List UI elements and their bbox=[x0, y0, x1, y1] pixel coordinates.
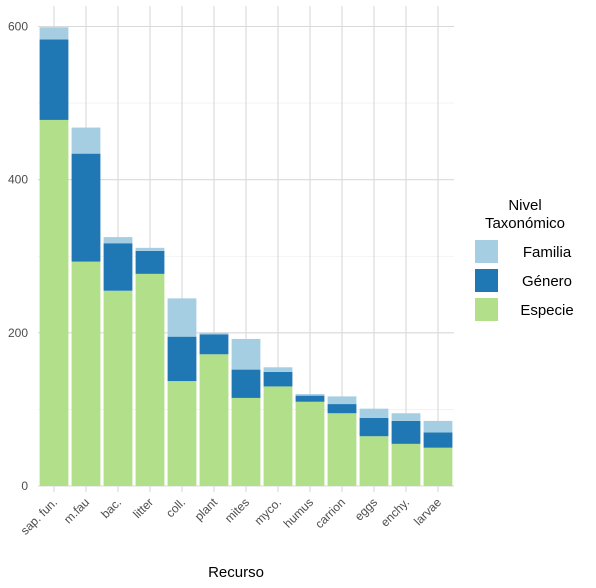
legend-key-familia bbox=[475, 240, 498, 263]
x-tick-label: eggs bbox=[352, 495, 380, 523]
y-tick-label: 600 bbox=[8, 20, 28, 34]
legend-key-especie bbox=[475, 298, 498, 321]
bar-segment-familia-12 bbox=[423, 420, 453, 433]
bar-segment-gnero-1 bbox=[71, 153, 101, 262]
bar-segment-gnero-7 bbox=[263, 371, 293, 387]
bar-segment-especie-11 bbox=[391, 443, 421, 486]
x-tick-label: enchy. bbox=[378, 495, 412, 529]
bar-segment-familia-11 bbox=[391, 413, 421, 421]
x-tick-label: litter bbox=[130, 495, 156, 521]
bar-segment-familia-4 bbox=[167, 298, 197, 337]
bar-segment-gnero-2 bbox=[103, 243, 133, 291]
legend-label: Especie bbox=[520, 302, 573, 319]
bar-segment-especie-6 bbox=[231, 397, 261, 486]
bar-segment-familia-0 bbox=[39, 27, 69, 40]
bar-segment-especie-3 bbox=[135, 273, 165, 486]
bar-segment-gnero-8 bbox=[295, 395, 325, 402]
x-tick-label: bac. bbox=[98, 495, 124, 521]
bars bbox=[39, 27, 453, 487]
bar-segment-familia-5 bbox=[199, 332, 229, 335]
legend-title-line-1: Nivel bbox=[508, 197, 541, 214]
x-tick-label: sap. fun. bbox=[18, 495, 60, 537]
bar-segment-familia-1 bbox=[71, 127, 101, 154]
bar-segment-gnero-3 bbox=[135, 250, 165, 274]
bar-segment-gnero-9 bbox=[327, 404, 357, 414]
bar-segment-familia-10 bbox=[359, 408, 389, 418]
bar-segment-familia-8 bbox=[295, 394, 325, 396]
legend: Nivel Taxonómico Familia Género Especie bbox=[475, 197, 574, 321]
x-tick-label: humus bbox=[281, 495, 316, 530]
legend-label: Género bbox=[522, 273, 572, 290]
bar-segment-especie-9 bbox=[327, 413, 357, 486]
x-tick-label: m.fau bbox=[61, 495, 92, 526]
bar-segment-familia-7 bbox=[263, 367, 293, 372]
bar-segment-gnero-12 bbox=[423, 432, 453, 448]
x-tick-label: myco. bbox=[252, 495, 285, 528]
x-tick-label: mites bbox=[222, 495, 252, 525]
y-tick-label: 200 bbox=[8, 326, 28, 340]
bar-segment-especie-2 bbox=[103, 290, 133, 486]
bar-segment-especie-8 bbox=[295, 401, 325, 486]
y-tick-label: 0 bbox=[21, 479, 28, 493]
x-tick-label: carrion bbox=[312, 495, 348, 531]
bar-segment-especie-10 bbox=[359, 436, 389, 486]
x-tick-label: larvae bbox=[411, 495, 444, 528]
bar-segment-gnero-11 bbox=[391, 420, 421, 444]
bar-segment-especie-5 bbox=[199, 354, 229, 486]
x-axis-title: Recurso bbox=[208, 564, 264, 581]
x-tick-label: coll. bbox=[163, 495, 188, 520]
bar-segment-gnero-5 bbox=[199, 334, 229, 355]
bar-segment-especie-0 bbox=[39, 119, 69, 487]
legend-label: Familia bbox=[523, 244, 572, 261]
bar-segment-gnero-6 bbox=[231, 369, 261, 398]
y-axis-ticks: 0 200 400 600 bbox=[8, 20, 28, 494]
bar-segment-especie-1 bbox=[71, 261, 101, 486]
bar-segment-gnero-0 bbox=[39, 39, 69, 120]
x-tick-label: plant bbox=[192, 495, 221, 524]
bar-segment-especie-7 bbox=[263, 386, 293, 486]
bar-segment-gnero-4 bbox=[167, 336, 197, 382]
bar-segment-especie-12 bbox=[423, 447, 453, 486]
y-tick-label: 400 bbox=[8, 173, 28, 187]
bar-segment-gnero-10 bbox=[359, 417, 389, 437]
legend-title-line-2: Taxonómico bbox=[485, 215, 565, 232]
bar-segment-especie-4 bbox=[167, 381, 197, 486]
bar-segment-familia-2 bbox=[103, 237, 133, 244]
bar-segment-familia-3 bbox=[135, 247, 165, 251]
x-axis-ticks: sap. fun. m.fau bac. litter coll. plant mites m… bbox=[18, 495, 445, 538]
legend-key-gnero bbox=[475, 269, 498, 292]
bar-segment-familia-6 bbox=[231, 338, 261, 370]
bar-segment-familia-9 bbox=[327, 396, 357, 405]
